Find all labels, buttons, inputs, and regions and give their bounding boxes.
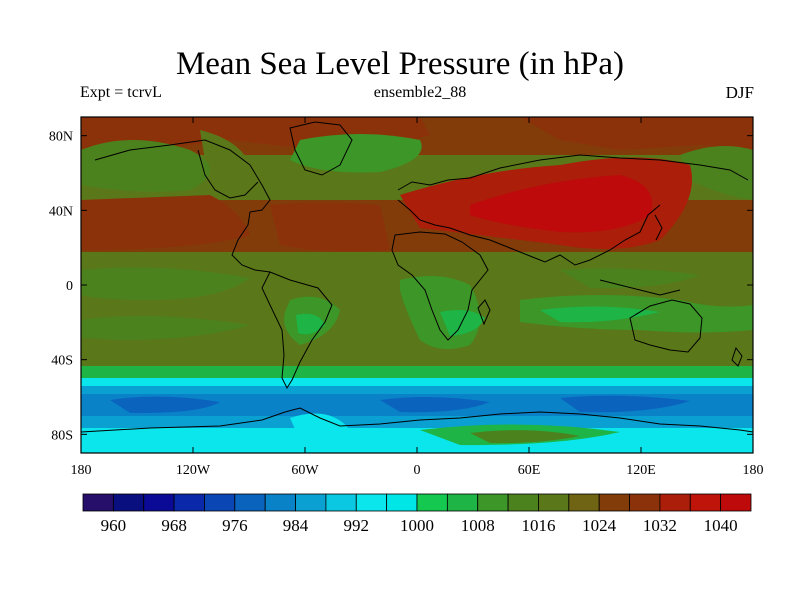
- experiment-label: Expt = tcrvL: [80, 84, 162, 101]
- pacific-high: [81, 195, 250, 250]
- south-america-coast: [261, 271, 333, 390]
- colorbar-label: 1000: [400, 516, 434, 535]
- colorbar-swatch: [143, 493, 175, 512]
- map-title: Mean Sea Level Pressure (in hPa): [175, 46, 625, 82]
- ensemble-label: ensemble2_88: [373, 84, 467, 101]
- north-america-patch: [200, 130, 250, 169]
- australia-coast: [629, 299, 703, 353]
- colorbar-label: 992: [344, 516, 370, 535]
- colorbar-swatch: [598, 493, 630, 512]
- colorbar-label: 960: [101, 516, 127, 535]
- colorbar-label: 984: [283, 516, 309, 535]
- itcz-pacific: [81, 267, 250, 300]
- eurasia-south-coast: [397, 199, 661, 266]
- antarctic-trough-band: [81, 416, 753, 430]
- antarctica-coast: [81, 407, 753, 433]
- circumpolar-low-2: [380, 396, 490, 413]
- weddell-patch: [290, 413, 350, 442]
- lat-tick-label: 0: [66, 279, 73, 294]
- colorbar-swatch: [355, 493, 388, 512]
- lon-tick-label: 180: [743, 463, 764, 478]
- arctic-high-patch-east: [520, 117, 753, 150]
- southern-africa-low-core: [440, 310, 485, 336]
- colorbar-swatch: [295, 493, 327, 512]
- colorbar-swatch: [112, 493, 145, 512]
- circumpolar-low-3: [560, 395, 690, 413]
- new-zealand-coast: [731, 346, 743, 367]
- colorbar-swatch: [689, 493, 722, 512]
- antarctic-olive-patch: [470, 430, 580, 444]
- southern-green-band: [81, 366, 753, 380]
- colorbar-label: 1040: [704, 516, 738, 535]
- colorbar-swatch: [264, 493, 296, 512]
- colorbar-label: 1024: [582, 516, 617, 535]
- southern-light-blue-band: [81, 386, 753, 396]
- colorbar-swatch: [507, 493, 539, 512]
- colorbar-swatch: [234, 493, 266, 512]
- south-pacific-band: [81, 316, 250, 340]
- hudson-bay-coast: [197, 149, 259, 199]
- lon-tick-label: 120E: [626, 463, 656, 478]
- colorbar-swatch: [629, 493, 661, 512]
- southern-cyan-band: [81, 378, 753, 388]
- lat-tick-label: 40S: [51, 354, 73, 369]
- colorbar: 960 968 976 984 992 1000 1008 1016 1024 1032 1040: [82, 493, 752, 535]
- colorbar-swatch: [446, 493, 479, 512]
- south-america-low-core: [296, 313, 325, 335]
- maritime-continent-band: [560, 268, 700, 289]
- colorbar-label: 1008: [461, 516, 495, 535]
- coastlines: [81, 121, 753, 433]
- japan-coast: [654, 214, 663, 241]
- lat-tick-label: 40N: [49, 204, 73, 219]
- azores-high: [270, 202, 390, 252]
- colorbar-swatch: [204, 493, 236, 512]
- colorbar-swatch: [538, 493, 570, 512]
- season-label: DJF: [725, 83, 754, 102]
- icelandic-low: [290, 134, 422, 173]
- indonesia-coast: [599, 279, 681, 296]
- lon-tick-label: 120W: [176, 463, 211, 478]
- colorbar-swatch: [173, 493, 205, 512]
- pressure-field: [81, 117, 753, 453]
- lon-tick-label: 180: [71, 463, 92, 478]
- africa-coast: [391, 231, 489, 341]
- lon-tick-label: 0: [414, 463, 421, 478]
- colorbar-swatch: [325, 493, 357, 512]
- siberian-high-core: [470, 175, 652, 233]
- colorbar-label: 968: [161, 516, 187, 535]
- colorbar-swatch: [477, 493, 509, 512]
- circumpolar-low-1: [110, 396, 220, 414]
- colorbar-swatch: [386, 493, 418, 512]
- colorbar-label: 1016: [521, 516, 555, 535]
- longitude-axis: 180 120W 60W 0 60E 120E 180: [71, 117, 764, 478]
- north-america-coast: [94, 139, 271, 273]
- lat-tick-label: 80S: [51, 428, 73, 443]
- latitude-axis: 80N 40N 0 40S 80S: [49, 130, 753, 443]
- indian-ocean-core: [540, 306, 660, 323]
- eurasia-north-coast: [397, 154, 749, 191]
- colorbar-swatch: [659, 493, 691, 512]
- lon-tick-label: 60W: [291, 463, 319, 478]
- greenland-coast: [289, 121, 353, 176]
- colorbar-swatch: [82, 493, 114, 512]
- lon-tick-label: 60E: [518, 463, 541, 478]
- colorbar-swatch: [568, 493, 600, 512]
- colorbar-label: 976: [222, 516, 248, 535]
- aleutian-low: [81, 140, 210, 192]
- colorbar-swatch: [720, 493, 752, 512]
- aleutian-low-east: [680, 146, 753, 200]
- colorbar-label: 1032: [643, 516, 677, 535]
- lat-tick-label: 80N: [49, 130, 73, 145]
- colorbar-swatch: [416, 493, 448, 512]
- madagascar-coast: [477, 299, 491, 326]
